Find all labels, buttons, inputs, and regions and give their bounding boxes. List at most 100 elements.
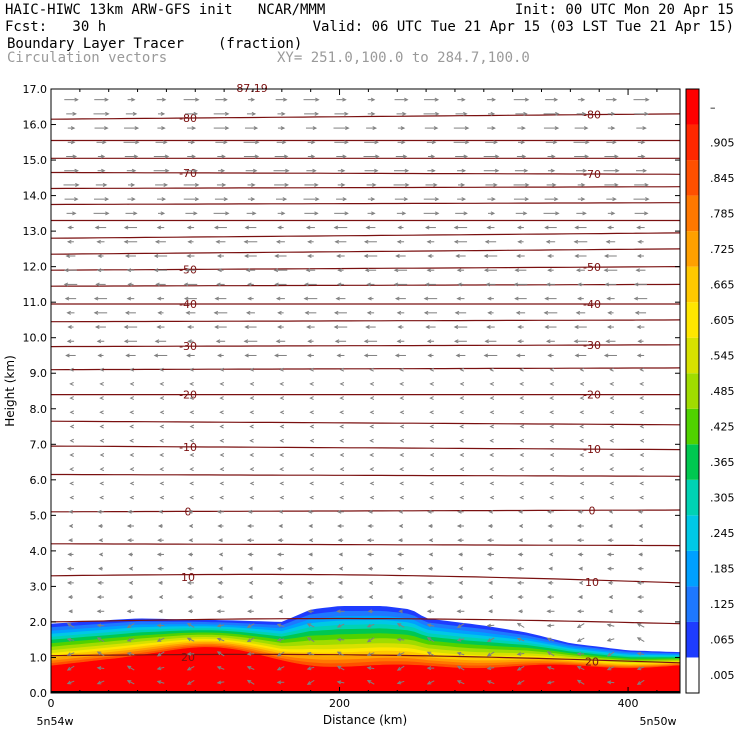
vector-arrow <box>603 168 620 173</box>
colorbar-label: .065 <box>710 634 735 647</box>
vector-arrow <box>69 438 75 443</box>
vector-arrow <box>459 467 465 472</box>
vector-arrow <box>336 254 345 258</box>
x-right-endpoint: 5n50w <box>640 715 677 728</box>
isotherm-label: -70 <box>179 167 197 180</box>
vector-arrow <box>156 623 165 628</box>
vector-arrow <box>516 225 524 230</box>
vector-arrow <box>457 595 464 600</box>
vector-arrow <box>213 111 230 116</box>
vector-arrow <box>549 396 554 401</box>
vector-arrow <box>365 325 376 330</box>
vector-arrow <box>159 367 164 372</box>
cross-section-coords: XY= 251.0,100.0 to 284.7,100.0 <box>277 50 530 66</box>
vector-arrow <box>369 396 375 401</box>
vector-arrow <box>277 310 284 315</box>
vector-arrow <box>459 438 464 443</box>
vector-arrow <box>633 197 650 202</box>
vector-arrow <box>634 310 647 315</box>
colorbar-label: .365 <box>710 456 735 469</box>
vector-arrow <box>243 140 260 145</box>
vector-arrow <box>129 396 135 401</box>
vector-arrow <box>366 126 378 131</box>
vector-arrow <box>367 296 374 301</box>
axes: 0.0 1.0 2.0 3.0 4.0 5.0 6.0 7.0 8.0 9.0 10.0 11.0 12… <box>23 83 680 710</box>
vector-arrow <box>249 438 254 443</box>
vector-arrow <box>304 282 317 287</box>
vector-arrow <box>216 254 224 258</box>
vector-arrow <box>487 211 496 216</box>
vector-arrow <box>93 296 108 301</box>
vector-arrow <box>187 339 194 344</box>
isotherm-line <box>51 509 681 513</box>
vector-arrow <box>247 509 254 514</box>
vector-arrow <box>94 325 106 330</box>
vector-arrow <box>157 197 167 202</box>
init-time: Init: 00 UTC Mon 20 Apr 15 <box>514 2 734 18</box>
vector-arrow <box>544 197 559 202</box>
vector-arrow <box>429 452 435 457</box>
vector-arrow <box>368 509 373 514</box>
vector-arrow <box>336 651 345 657</box>
vector-arrow <box>574 126 589 131</box>
vector-arrow <box>486 680 495 685</box>
vector-arrow <box>638 538 644 543</box>
vector-arrow <box>123 140 140 145</box>
colorbar-swatch <box>686 231 699 267</box>
vector-arrow <box>309 438 315 443</box>
vector-arrow <box>188 538 194 543</box>
vector-arrow <box>279 396 285 401</box>
vector-arrow <box>423 197 440 202</box>
vector-arrow <box>393 282 408 287</box>
vector-arrow <box>426 609 435 614</box>
vector-arrow <box>337 168 346 173</box>
vector-arrow <box>574 353 587 358</box>
vector-arrow <box>218 552 224 557</box>
vector-arrow <box>66 680 75 685</box>
vector-arrow <box>606 666 615 671</box>
vector-arrow <box>573 239 588 244</box>
vector-arrow <box>99 467 105 472</box>
vector-arrow <box>309 467 314 472</box>
vector-arrow <box>69 467 74 472</box>
vector-arrow <box>246 637 255 643</box>
colorbar-swatch <box>686 550 699 587</box>
vector-arrow <box>306 679 315 685</box>
vector-arrow <box>185 168 198 173</box>
vector-arrow <box>153 154 170 159</box>
vector-arrow <box>126 609 135 614</box>
vector-arrow <box>304 111 320 116</box>
vector-arrow <box>547 524 554 528</box>
vector-arrow <box>579 367 585 372</box>
colorbar-swatch <box>686 373 699 409</box>
vector-arrow <box>66 111 77 116</box>
vector-arrow <box>156 552 164 557</box>
vector-arrow <box>635 268 646 273</box>
vector-arrow <box>335 296 346 301</box>
vector-arrow <box>517 595 524 600</box>
vector-arrow <box>66 637 75 642</box>
vector-arrow <box>94 225 107 230</box>
vector-arrow <box>544 225 557 230</box>
vector-arrow <box>637 154 646 159</box>
vector-arrow <box>633 296 648 301</box>
vector-arrow <box>489 367 494 372</box>
colorbar-swatch <box>686 586 699 622</box>
vector-arrow <box>97 509 104 514</box>
vector-arrow <box>189 381 194 386</box>
vector-arrow <box>336 154 347 159</box>
vector-arrow <box>336 97 347 102</box>
vector-arrow <box>159 438 164 443</box>
vector-arrow <box>606 651 615 657</box>
vector-arrow <box>249 481 255 486</box>
vector-arrow <box>189 495 194 500</box>
vector-arrow <box>185 211 198 216</box>
vector-arrow <box>279 438 284 443</box>
vector-arrow <box>427 254 434 258</box>
vector-arrow <box>423 310 438 315</box>
vector-arrow <box>339 424 344 429</box>
vector-arrow <box>187 239 194 244</box>
vector-arrow <box>456 680 465 685</box>
vector-arrow <box>214 197 229 202</box>
vector-arrow <box>66 623 75 628</box>
